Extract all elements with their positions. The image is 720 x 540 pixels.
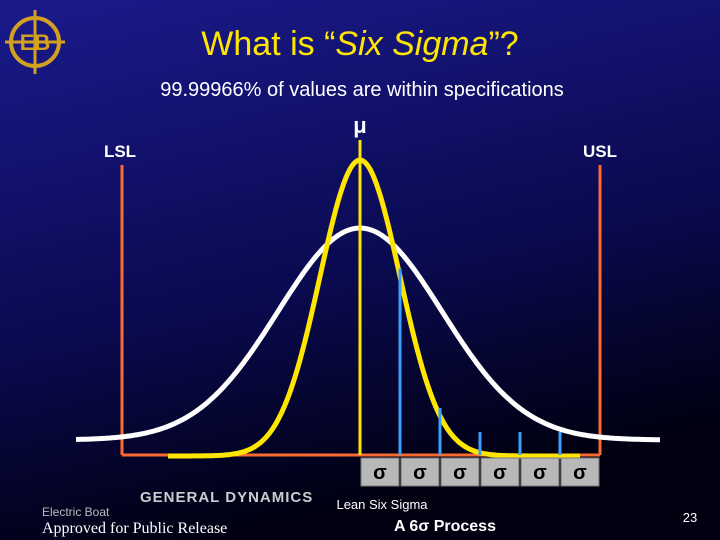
sigma-box [440,457,480,487]
page-number: 23 [683,510,697,525]
title: What is “Six Sigma”? [201,25,518,63]
sigma-label: σ [573,462,587,484]
sigma-label: σ [493,462,507,484]
sigma-label: σ [373,462,387,484]
sigma-box [520,457,560,487]
usl-label: USL [583,142,617,161]
sigma-label: σ [413,462,427,484]
division: Electric Boat [42,505,110,519]
sigma-box [360,457,400,487]
subtitle: 99.99966% of values are within specifica… [160,79,564,101]
logo: EB [5,10,65,74]
release: Approved for Public Release [42,520,227,537]
caption: A 6σ Process [394,518,496,535]
wide-curve [75,225,660,443]
sigma-box [400,457,440,487]
company: GENERAL DYNAMICS [140,489,313,506]
logo-text: EB [20,30,51,55]
mean-label: μ [353,113,366,138]
narrow-curve [168,157,580,459]
lsl-label: LSL [104,142,136,161]
sigma-box [560,457,600,487]
sigma-label: σ [533,462,547,484]
sigma-box [480,457,520,487]
distribution [75,140,660,459]
program: Lean Six Sigma [336,497,428,512]
sigma-label: σ [453,462,467,484]
